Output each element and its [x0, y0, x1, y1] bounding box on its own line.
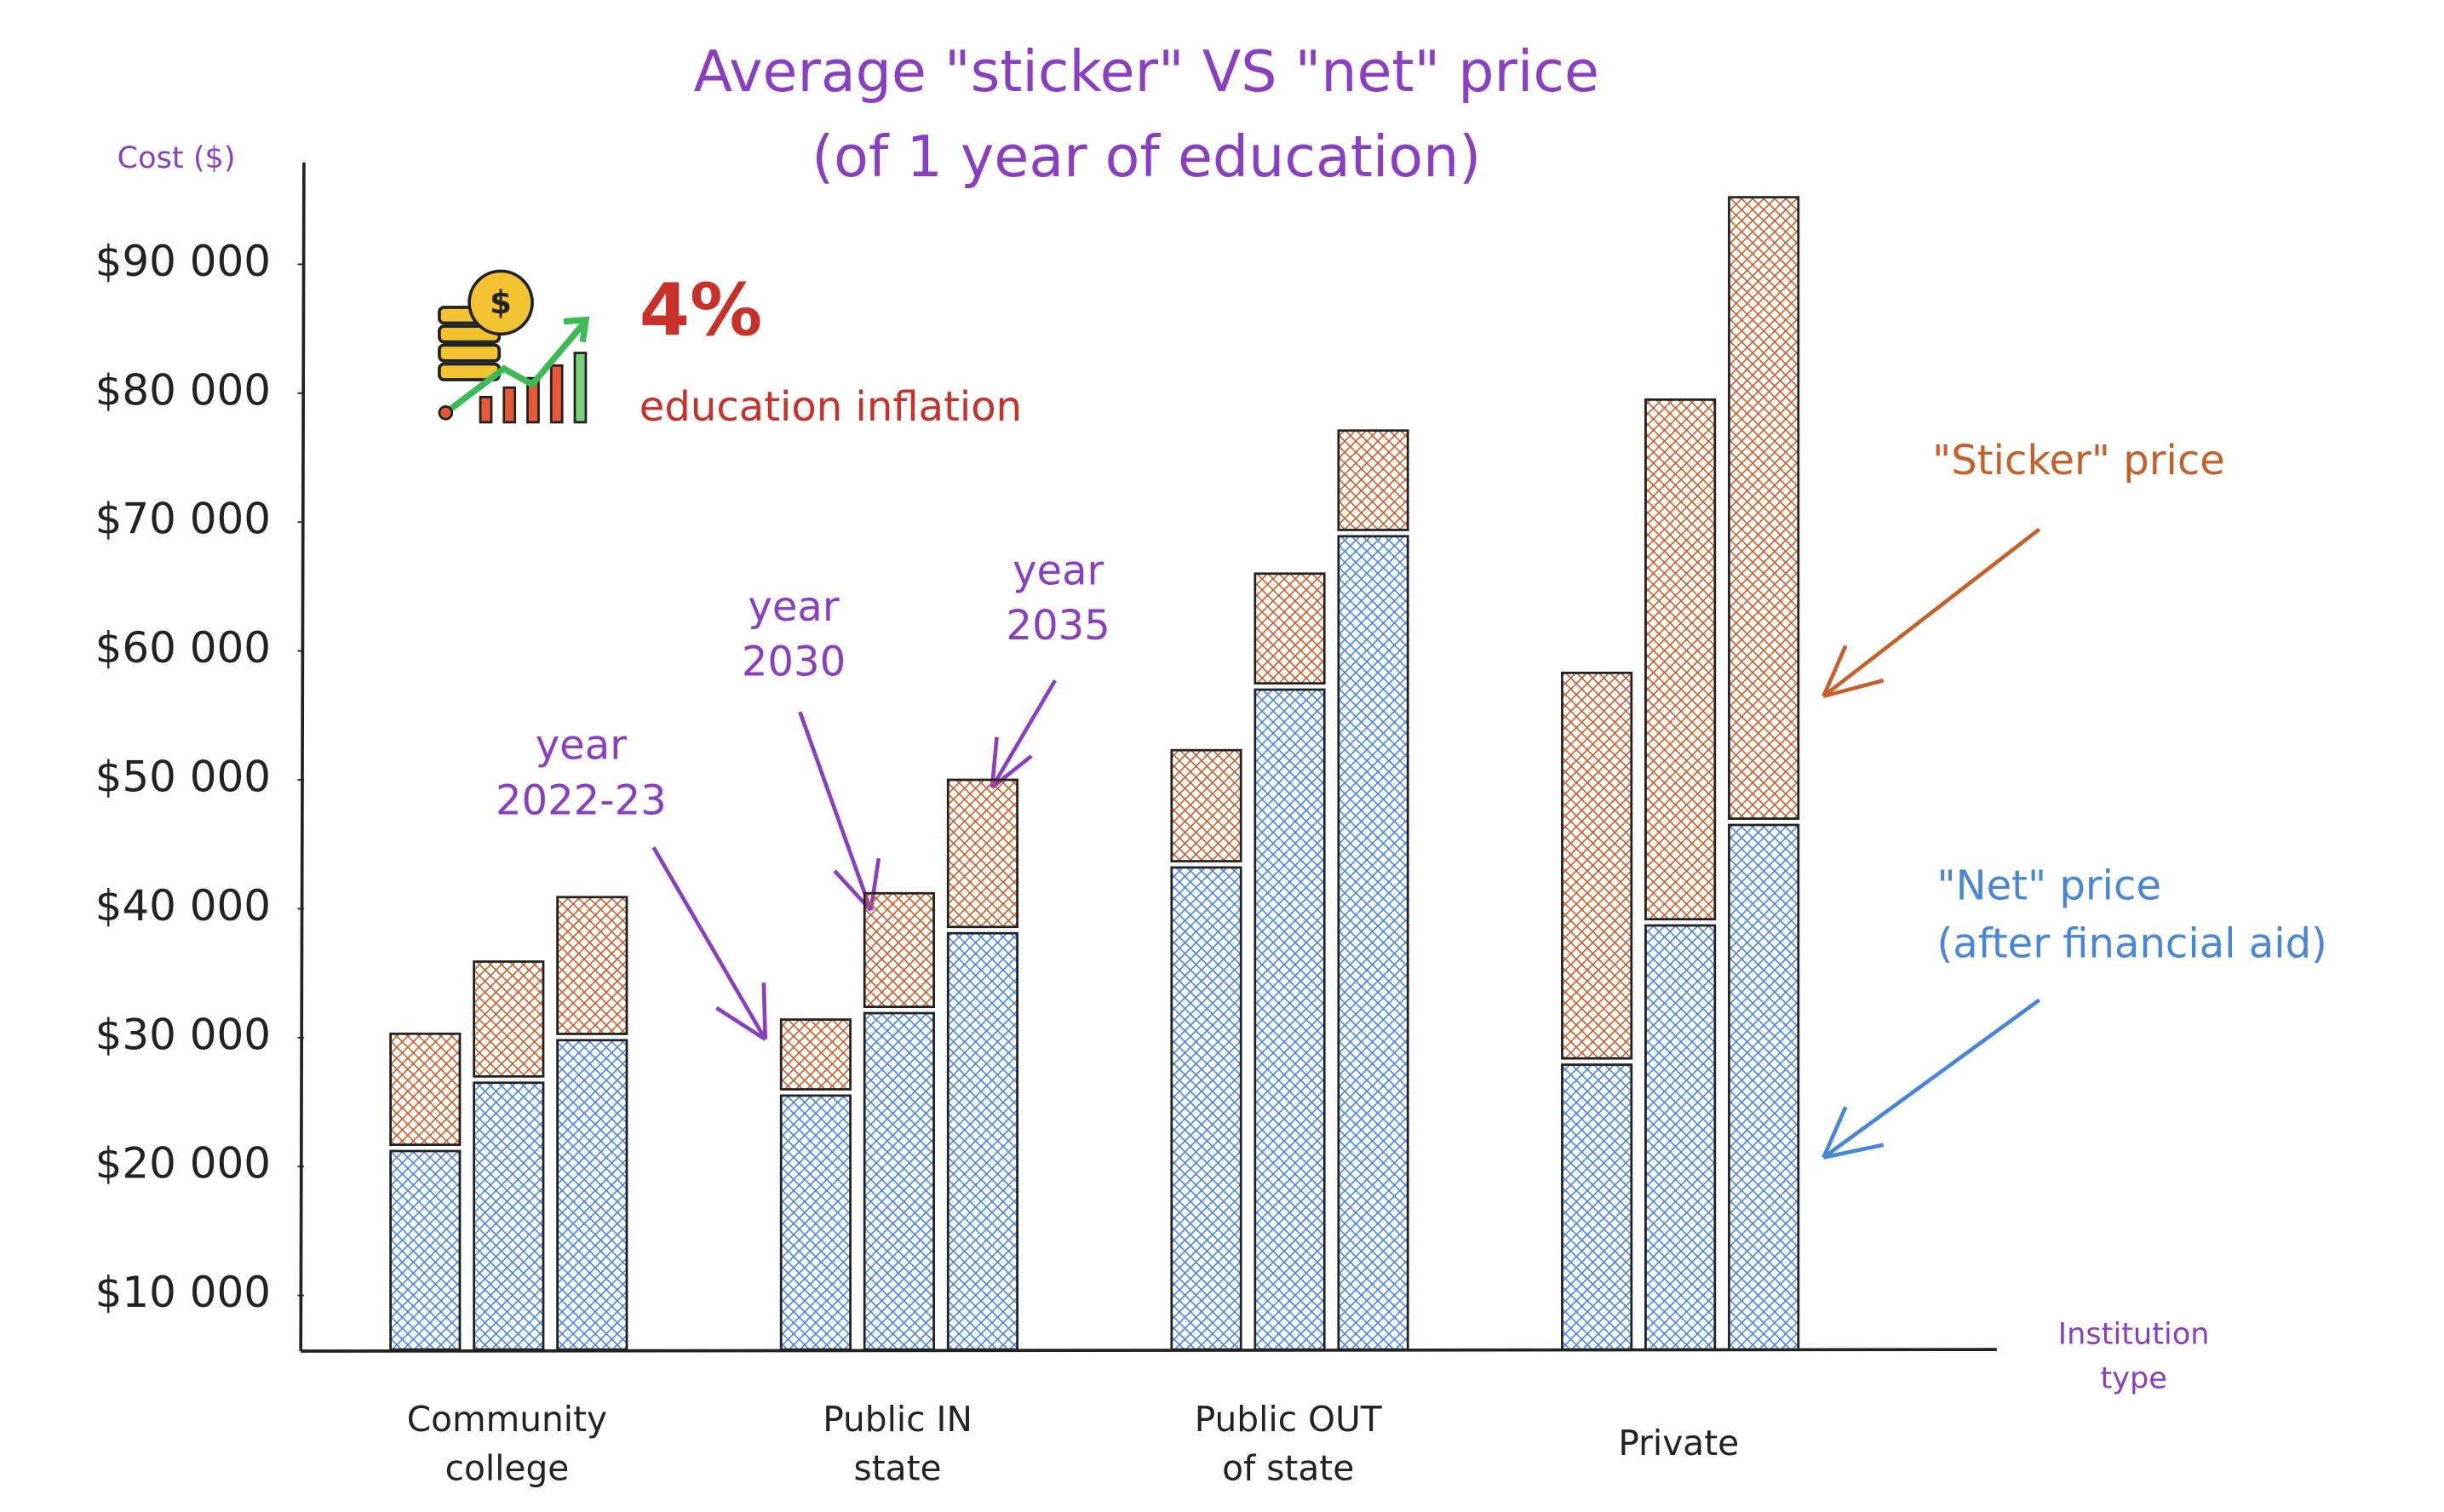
year-annotation: year 2030	[742, 583, 846, 686]
net-segment	[1561, 1063, 1633, 1351]
x-tick-label: Public OUT of state	[1195, 1399, 1382, 1488]
legend-net: "Net" price	[1937, 862, 2161, 909]
sticker-segment	[1254, 572, 1326, 685]
year-annotation: year 2035	[1007, 547, 1110, 650]
net-segment	[1337, 535, 1409, 1351]
y-tick-label: $10 000	[95, 1268, 271, 1317]
y-tick-label: $50 000	[95, 753, 271, 802]
net-segment	[1170, 866, 1242, 1351]
sticker-segment	[946, 778, 1018, 929]
net-segment	[779, 1094, 852, 1351]
legend-net-note: (after financial aid)	[1937, 920, 2327, 968]
x-tick-label: Community college	[407, 1399, 607, 1488]
sticker-segment	[473, 960, 545, 1078]
sticker-segment	[1561, 671, 1633, 1060]
y-tick-label: $20 000	[95, 1139, 271, 1188]
net-segment	[473, 1081, 545, 1351]
inflation-label: education inflation	[640, 383, 1022, 431]
inflation-value: 4%	[640, 269, 762, 353]
x-tick-label: Private	[1618, 1423, 1739, 1463]
chart-subtitle: (of 1 year of education)	[812, 123, 1481, 190]
year-annotation: year 2022-23	[496, 722, 667, 825]
y-tick-label: $40 000	[95, 881, 271, 931]
svg-text:$: $	[490, 284, 512, 321]
sticker-segment	[389, 1032, 462, 1147]
chart-title: Average "sticker" VS "net" price	[693, 38, 1598, 105]
legend-sticker: "Sticker" price	[1932, 437, 2225, 484]
net-segment	[1728, 823, 1800, 1351]
inflation-icon: $	[438, 269, 590, 424]
sticker-segment	[1337, 429, 1409, 531]
y-tick-label: $30 000	[95, 1010, 271, 1059]
sticker-segment	[1728, 196, 1800, 820]
sticker-segment	[556, 896, 628, 1035]
x-tick-label: Public IN state	[823, 1399, 972, 1488]
sticker-segment	[863, 891, 935, 1009]
net-segment	[389, 1149, 462, 1351]
net-segment	[863, 1011, 935, 1351]
y-tick-label: $70 000	[95, 495, 271, 544]
net-segment	[946, 931, 1018, 1351]
sticker-segment	[1170, 748, 1242, 862]
x-axis-label: Institution type	[2058, 1317, 2210, 1396]
sticker-segment	[1644, 398, 1717, 921]
net-segment	[556, 1039, 628, 1351]
sticker-segment	[779, 1018, 852, 1091]
net-segment	[1254, 688, 1326, 1351]
y-tick-label: $60 000	[95, 623, 271, 673]
y-axis	[299, 162, 306, 1352]
y-axis-label: Cost ($)	[118, 140, 236, 175]
net-segment	[1644, 924, 1717, 1351]
y-tick-label: $80 000	[95, 365, 271, 415]
y-tick-label: $90 000	[95, 237, 271, 286]
